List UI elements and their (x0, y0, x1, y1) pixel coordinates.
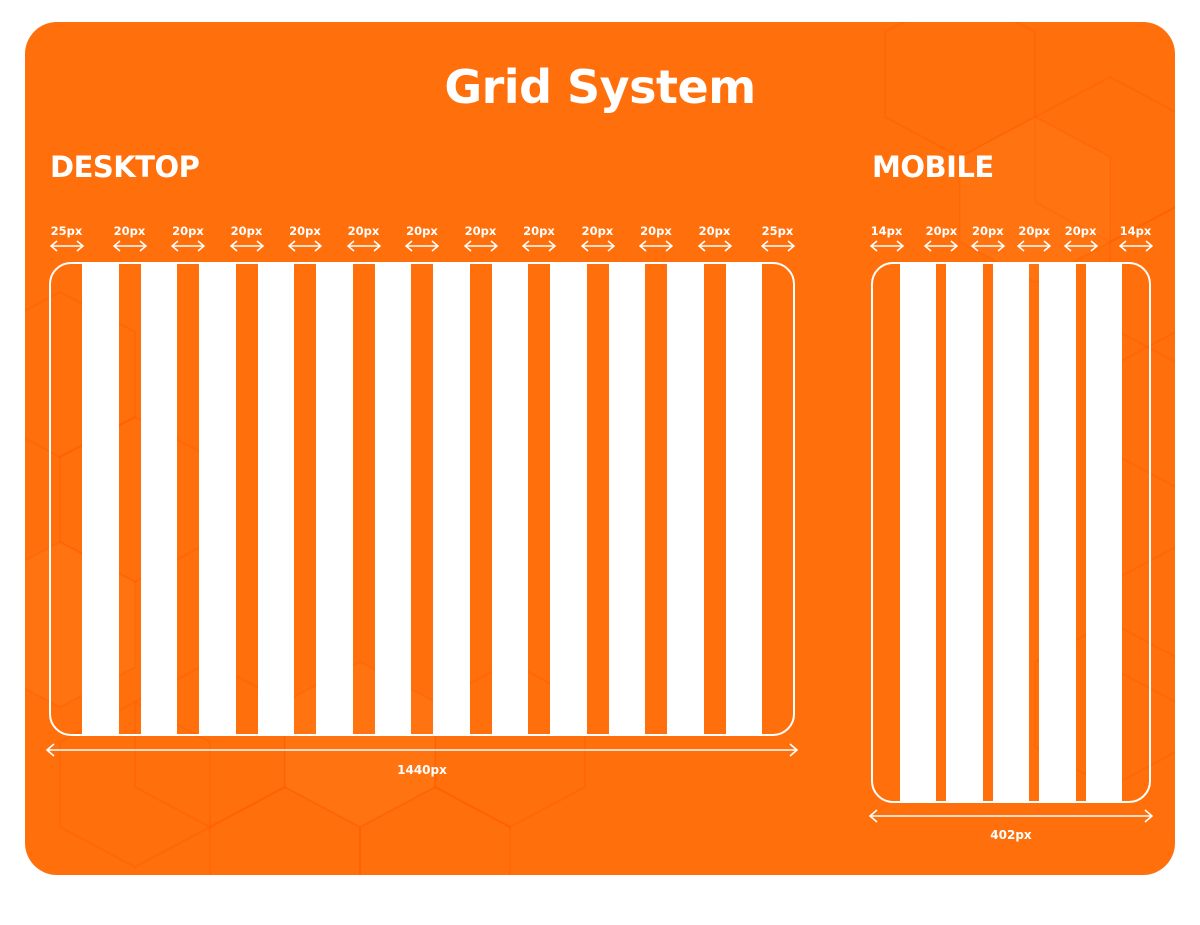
desktop-grid-column (199, 264, 236, 734)
mobile-gutter-arrow-icon (924, 240, 959, 252)
mobile-grid-column (900, 264, 937, 801)
mobile-width-arrow-icon (868, 809, 1154, 823)
desktop-grid-frame (49, 262, 795, 736)
desktop-grid-column (725, 264, 762, 734)
desktop-grid-column (433, 264, 470, 734)
desktop-gutter-label: 20px (406, 224, 438, 238)
desktop-gutter-label: 20px (347, 224, 380, 238)
desktop-width-arrow-icon (45, 743, 799, 757)
desktop-gutter-arrow-icon (521, 240, 557, 252)
desktop-gutter-arrow-icon (404, 240, 440, 252)
desktop-gutter-label: 20px (172, 224, 204, 238)
desktop-margin-label: 25px (761, 224, 794, 238)
desktop-grid-column (550, 264, 587, 734)
desktop-margin-label: 25px (50, 224, 83, 238)
desktop-gutter-arrow-icon (697, 240, 732, 252)
desktop-grid-column (316, 264, 353, 734)
mobile-width-label: 402px (990, 828, 1032, 842)
mobile-gutter-arrow-icon (1063, 240, 1098, 252)
desktop-grid-column (374, 264, 411, 734)
desktop-width-label: 1440px (397, 763, 447, 777)
desktop-gutter-arrow-icon (170, 240, 206, 252)
mobile-gutter-label: 20px (971, 224, 1004, 238)
desktop-gutter-arrow-icon (49, 240, 84, 252)
desktop-grid-column (491, 264, 528, 734)
desktop-grid-column (608, 264, 645, 734)
desktop-grid-column (140, 264, 177, 734)
desktop-gutter-arrow-icon (229, 240, 264, 252)
desktop-gutter-label: 20px (640, 224, 672, 238)
desktop-gutter-label: 20px (523, 224, 555, 238)
mobile-section-label: MOBILE (872, 150, 994, 184)
mobile-grid-column (946, 264, 983, 801)
desktop-grid-column (257, 264, 294, 734)
desktop-section-label: DESKTOP (50, 150, 200, 184)
mobile-gutter-label: 20px (1018, 224, 1051, 238)
desktop-gutter-arrow-icon (463, 240, 498, 252)
mobile-gutter-arrow-icon (869, 240, 904, 252)
desktop-gutter-arrow-icon (760, 240, 795, 252)
desktop-gutter-arrow-icon (638, 240, 674, 252)
desktop-gutter-arrow-icon (112, 240, 147, 252)
desktop-gutter-label: 20px (113, 224, 146, 238)
mobile-grid-column (992, 264, 1030, 801)
desktop-gutter-label: 20px (289, 224, 321, 238)
desktop-gutter-arrow-icon (580, 240, 615, 252)
desktop-grid-column (82, 264, 119, 734)
desktop-gutter-label: 20px (464, 224, 497, 238)
desktop-grid-column (667, 264, 704, 734)
desktop-gutter-label: 20px (581, 224, 614, 238)
mobile-margin-label: 14px (870, 224, 903, 238)
desktop-gutter-label: 20px (230, 224, 263, 238)
mobile-grid-column (1039, 264, 1076, 801)
mobile-gutter-label: 20px (1064, 224, 1097, 238)
page-title: Grid System (444, 60, 756, 114)
desktop-gutter-label: 20px (698, 224, 731, 238)
desktop-gutter-arrow-icon (287, 240, 323, 252)
desktop-gutter-arrow-icon (346, 240, 381, 252)
mobile-grid-column (1085, 264, 1122, 801)
mobile-gutter-arrow-icon (970, 240, 1005, 252)
mobile-margin-label: 14px (1119, 224, 1152, 238)
mobile-gutter-arrow-icon (1017, 240, 1052, 252)
mobile-gutter-label: 20px (925, 224, 958, 238)
mobile-grid-frame (871, 262, 1151, 803)
mobile-gutter-arrow-icon (1118, 240, 1153, 252)
grid-system-card: Grid System DESKTOP MOBILE 25px 20px 20px 2… (25, 22, 1175, 875)
